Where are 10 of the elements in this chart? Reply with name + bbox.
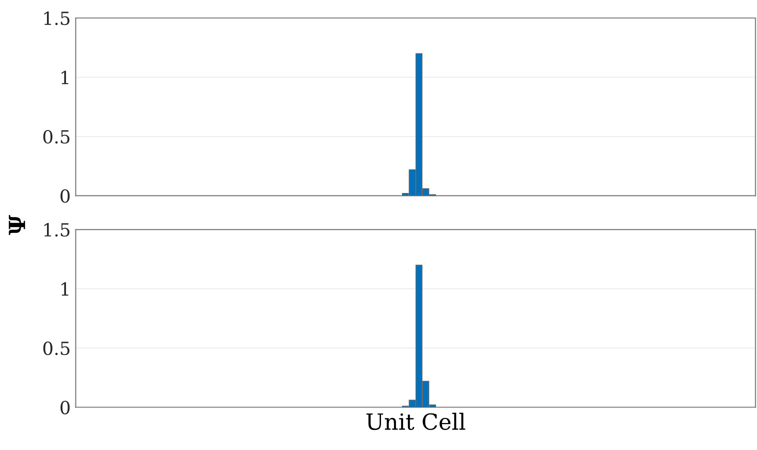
y-tick-label: 0.5 [43, 130, 70, 144]
y-tick-label: 0.5 [43, 341, 70, 356]
y-tick-label: 0 [60, 400, 70, 414]
y-axis-title: Ψ [8, 214, 26, 235]
y-tick-label: 1.5 [44, 11, 70, 26]
y-tick-label: 0 [60, 189, 70, 203]
x-axis-title: Unit Cell [366, 412, 466, 430]
y-tick-label: 1.5 [44, 222, 70, 237]
y-tick-label: 1 [62, 70, 68, 84]
y-tick-label: 1 [62, 282, 68, 296]
